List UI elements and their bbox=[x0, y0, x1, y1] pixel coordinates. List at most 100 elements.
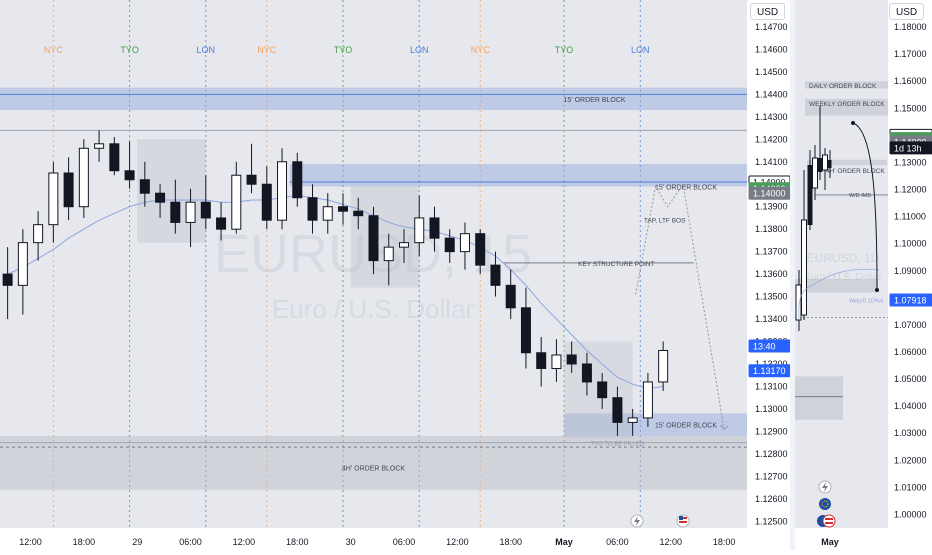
daily-price-tick-7: 1.11000 bbox=[894, 212, 926, 222]
price-tick-2: 1.14500 bbox=[755, 67, 788, 77]
price-tick-18: 1.12900 bbox=[755, 426, 788, 436]
daily-zone-label-2: 4H' ORDER BLOCK bbox=[826, 168, 885, 175]
candle-body-20 bbox=[307, 197, 318, 221]
candle-body-26 bbox=[398, 242, 409, 248]
candle-body-4 bbox=[63, 172, 74, 208]
daily-price-tick-11: 1.07000 bbox=[894, 320, 927, 330]
daily-badge-3 bbox=[889, 141, 932, 155]
candle-body-14 bbox=[216, 217, 227, 230]
time-tick-12: 12:00 bbox=[660, 537, 683, 547]
candle-body-3 bbox=[48, 172, 59, 226]
price-tick-4: 1.14300 bbox=[755, 112, 788, 122]
daily-price-tick-1: 1.17000 bbox=[894, 49, 927, 59]
daily-chart-panel[interactable]: EURUSD, 1D Euro / U.S. Dollar DAILY ORDE… bbox=[795, 0, 932, 550]
candle-body-25 bbox=[383, 246, 394, 262]
price-tick-22: 1.12500 bbox=[755, 516, 788, 526]
candle-body-22 bbox=[338, 206, 349, 212]
session-label-1: TYO bbox=[120, 45, 139, 55]
main-chart-panel[interactable]: EURUSD, 15 Euro / U.S. Dollar NYC TYO LON N… bbox=[0, 0, 791, 550]
price-tick-16: 1.13100 bbox=[755, 381, 788, 391]
candle-body-7 bbox=[109, 143, 120, 172]
price-tick-17: 1.13000 bbox=[755, 404, 788, 414]
eu-flag-icon[interactable] bbox=[819, 498, 831, 510]
daily-zone-label-1: WEEKLY ORDER BLOCK bbox=[809, 101, 885, 108]
candle-body-19 bbox=[292, 161, 303, 199]
time-tick-6: 30 bbox=[346, 537, 356, 547]
daily-zone-1 bbox=[805, 98, 888, 116]
candle-body-29 bbox=[444, 237, 455, 253]
hline-label-4: TYO TO BE FILLED bbox=[591, 442, 645, 448]
session-label-2: LON bbox=[197, 45, 216, 55]
price-badge-text-2: 1.14000 bbox=[753, 189, 786, 199]
time-tick-9: 18:00 bbox=[499, 537, 522, 547]
daily-price-tick-17: 1.01000 bbox=[894, 482, 927, 492]
currency-pair-icon[interactable] bbox=[817, 514, 836, 528]
main-chart-svg[interactable]: EURUSD, 15 Euro / U.S. Dollar NYC TYO LON N… bbox=[0, 0, 791, 550]
daily-zone-4 bbox=[795, 376, 843, 420]
zone-1 bbox=[289, 164, 747, 187]
candle-body-35 bbox=[536, 352, 547, 369]
price-tick-15: 1.13200 bbox=[755, 359, 788, 369]
time-tick-5: 18:00 bbox=[286, 537, 309, 547]
candle-body-16 bbox=[246, 174, 257, 185]
candle-body-1 bbox=[17, 242, 28, 286]
lightning-icon[interactable] bbox=[630, 514, 644, 528]
zone-0 bbox=[0, 87, 747, 111]
daily-price-axis[interactable]: 1.180001.170001.160001.150001.140001.130… bbox=[888, 0, 932, 550]
daily-chart-svg[interactable]: EURUSD, 1D Euro / U.S. Dollar DAILY ORDE… bbox=[795, 0, 932, 550]
price-tick-6: 1.14100 bbox=[755, 157, 788, 167]
price-tick-19: 1.12800 bbox=[755, 449, 788, 459]
daily-zone-3 bbox=[795, 278, 878, 293]
price-badge-text-4: 1.13170 bbox=[753, 366, 786, 376]
time-tick-4: 12:00 bbox=[233, 537, 256, 547]
candle-body-40 bbox=[612, 397, 623, 423]
daily-currency-button[interactable]: USD bbox=[889, 3, 925, 20]
candle-body-8 bbox=[124, 170, 135, 181]
zone-5 bbox=[350, 186, 420, 288]
daily-price-tick-3: 1.15000 bbox=[894, 103, 927, 113]
daily-price-tick-12: 1.06000 bbox=[894, 347, 927, 357]
zone-label-1: 15' ORDER BLOCK bbox=[655, 184, 717, 191]
candle-body-34 bbox=[520, 307, 531, 354]
panel-divider[interactable] bbox=[790, 0, 795, 550]
candle-body-24 bbox=[368, 215, 379, 262]
candle-body-0 bbox=[2, 273, 13, 286]
daily-price-tick-13: 1.05000 bbox=[894, 374, 927, 384]
daily-label-1: Wkly/D 1D%4 bbox=[849, 299, 883, 305]
time-tick-1: 18:00 bbox=[73, 537, 96, 547]
candle-body-6 bbox=[94, 143, 105, 149]
session-label-3: NYC bbox=[257, 45, 277, 55]
us-flag-icon[interactable] bbox=[676, 514, 690, 528]
time-tick-8: 12:00 bbox=[446, 537, 469, 547]
price-tick-10: 1.13700 bbox=[755, 247, 788, 257]
candle-body-43 bbox=[658, 350, 669, 383]
price-axis[interactable]: 1.14700 1.14600 1.14500 1.14400 1.14300 1.142… bbox=[747, 0, 790, 550]
currency-button[interactable]: USD bbox=[750, 3, 786, 20]
session-label-7: TYO bbox=[555, 45, 574, 55]
price-tick-11: 1.13600 bbox=[755, 269, 788, 279]
session-label-4: TYO bbox=[334, 45, 353, 55]
daily-price-tick-14: 1.04000 bbox=[894, 401, 927, 411]
projection-arrowhead bbox=[719, 424, 729, 430]
candle-body-27 bbox=[414, 217, 425, 244]
candle-body-36 bbox=[551, 354, 562, 369]
session-label-0: NYC bbox=[44, 45, 64, 55]
order-block-zones: 15' ORDER BLOCK 15' ORDER BLOCK 15' ORDER … bbox=[0, 87, 747, 490]
time-axis[interactable]: 12:00 18:00 29 06:00 12:00 18:00 30 06:00 12:00 1… bbox=[0, 528, 790, 550]
price-tick-8: 1.13900 bbox=[755, 202, 788, 212]
daily-badge-text-3: 1d 13h bbox=[894, 143, 922, 153]
daily-price-tick-16: 1.02000 bbox=[894, 455, 927, 465]
lightning-icon-2[interactable] bbox=[818, 480, 832, 494]
zone-2 bbox=[564, 413, 747, 436]
session-label-6: NYC bbox=[471, 45, 491, 55]
candle-body-31 bbox=[475, 233, 486, 266]
annotation-tap-bos: TAP, LTF BOS bbox=[644, 218, 686, 225]
horizontal-lines: KEY STRUCTURE POINT TYO TO BE FILLED bbox=[0, 93, 747, 448]
candle-body-42 bbox=[642, 381, 653, 419]
candle-body-12 bbox=[185, 201, 196, 223]
candle-body-9 bbox=[139, 179, 150, 194]
daily-labels: W/D IMB Wkly/D 1D%4 bbox=[849, 193, 883, 305]
daily-candles bbox=[795, 106, 832, 331]
projection-line bbox=[635, 182, 725, 430]
daily-zone-0 bbox=[805, 81, 888, 89]
